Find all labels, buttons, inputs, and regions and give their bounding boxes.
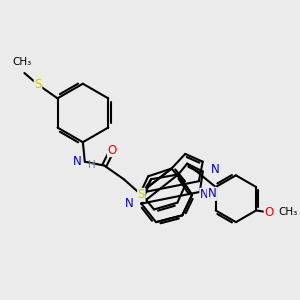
Text: N: N: [211, 163, 219, 176]
Text: O: O: [107, 143, 117, 157]
Text: N: N: [200, 188, 208, 201]
Text: N: N: [73, 155, 82, 168]
Text: S: S: [34, 78, 42, 91]
Text: S: S: [138, 188, 145, 201]
Text: H: H: [88, 160, 95, 170]
Text: N: N: [208, 188, 216, 200]
Text: N: N: [125, 197, 134, 210]
Text: CH₃: CH₃: [279, 207, 298, 218]
Text: CH₃: CH₃: [13, 57, 32, 67]
Text: O: O: [264, 206, 274, 219]
